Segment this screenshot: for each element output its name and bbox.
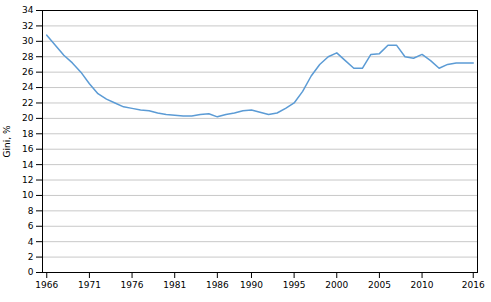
svg-text:24: 24: [22, 82, 34, 92]
svg-text:20: 20: [22, 113, 34, 123]
svg-text:Gini, %: Gini, %: [2, 125, 12, 157]
svg-text:22: 22: [22, 98, 33, 108]
svg-text:14: 14: [22, 159, 34, 169]
svg-text:6: 6: [28, 221, 34, 231]
svg-text:1986: 1986: [206, 280, 229, 290]
svg-text:1981: 1981: [163, 280, 186, 290]
svg-text:26: 26: [22, 67, 34, 77]
svg-text:4: 4: [28, 237, 34, 247]
svg-text:1971: 1971: [78, 280, 101, 290]
svg-text:2: 2: [28, 252, 34, 262]
svg-text:1990: 1990: [240, 280, 263, 290]
svg-text:12: 12: [22, 175, 33, 185]
svg-text:1976: 1976: [121, 280, 144, 290]
svg-text:1966: 1966: [35, 280, 58, 290]
svg-text:0: 0: [28, 267, 34, 277]
svg-text:1995: 1995: [283, 280, 306, 290]
svg-text:2000: 2000: [325, 280, 348, 290]
svg-text:2005: 2005: [368, 280, 391, 290]
svg-text:30: 30: [22, 36, 34, 46]
svg-text:34: 34: [22, 5, 34, 15]
svg-text:8: 8: [28, 206, 34, 216]
svg-text:16: 16: [22, 144, 34, 154]
svg-text:2016: 2016: [462, 280, 485, 290]
svg-text:2010: 2010: [411, 280, 434, 290]
svg-text:18: 18: [22, 129, 34, 139]
svg-text:10: 10: [22, 190, 34, 200]
svg-text:32: 32: [22, 21, 33, 31]
svg-text:28: 28: [22, 52, 34, 62]
